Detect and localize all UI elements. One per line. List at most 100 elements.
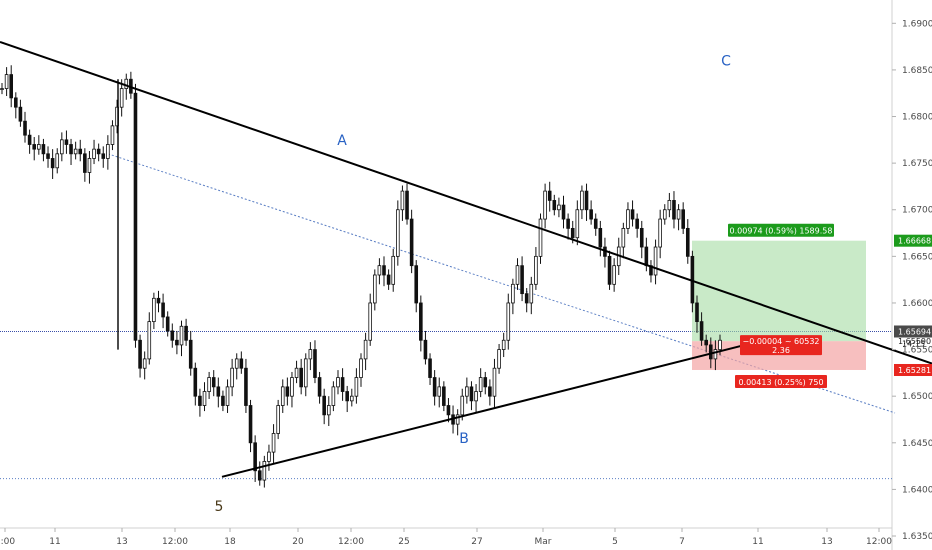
price-tick-label: 1.64500 — [902, 439, 932, 449]
candle-body — [9, 74, 14, 99]
candle-body — [589, 209, 593, 220]
candle-body — [612, 265, 616, 285]
candle-body — [106, 144, 110, 159]
candle-body — [593, 218, 598, 229]
candle-body — [313, 349, 317, 378]
time-tick-label: 20 — [292, 537, 304, 547]
candle-body — [428, 358, 432, 378]
stop-price-tag-box — [894, 363, 932, 376]
candle-body — [515, 265, 520, 285]
trendlines[interactable] — [0, 41, 932, 478]
price-tick-label: 1.65500 — [902, 346, 932, 356]
candle-body — [708, 344, 713, 360]
candle-body — [382, 265, 386, 276]
candle-body — [538, 218, 543, 257]
time-tick-label: 12:00 — [338, 537, 364, 547]
candle-body — [511, 283, 515, 304]
candle-body — [543, 190, 547, 220]
candle-body — [419, 302, 423, 341]
candle-body — [234, 358, 239, 369]
candle-body — [14, 97, 18, 108]
candle-body — [405, 190, 409, 220]
candle-body — [156, 297, 161, 304]
time-tick-label: Mar — [535, 537, 552, 547]
lower-trendline[interactable] — [221, 343, 746, 478]
candle-body — [718, 339, 722, 350]
candle-body — [303, 358, 308, 388]
candle-body — [575, 209, 580, 239]
candle-body — [667, 200, 672, 211]
stop-label: 0.00413 (0.25%) 750 — [738, 378, 823, 387]
candle-body — [110, 125, 115, 145]
time-axis[interactable]: 2:00 11 13 12:00 18 20 12:00 25 27 Mar 5 7 11 13 12:00 — [0, 528, 892, 547]
candle-body — [322, 395, 326, 416]
candle-body — [497, 349, 501, 369]
price-tick-label: 1.66000 — [902, 299, 932, 309]
candle-body — [221, 395, 225, 406]
candle-body — [492, 367, 497, 397]
candle-body — [598, 227, 603, 248]
candle-body — [345, 391, 349, 402]
candle-body — [635, 218, 639, 229]
price-tick-label: 1.65000 — [902, 392, 932, 402]
candle-body — [225, 386, 230, 406]
candle-body — [373, 274, 377, 304]
candle-body — [685, 227, 690, 257]
candle-body — [211, 377, 216, 388]
candle-body — [170, 330, 175, 341]
candle-body — [607, 255, 612, 285]
candle-body — [92, 148, 96, 159]
candle-body — [501, 339, 506, 350]
price-tick-label: 1.63500 — [902, 532, 932, 542]
upper-trendline[interactable] — [0, 41, 932, 365]
candle-body — [662, 209, 667, 220]
price-tick-label: 1.67000 — [902, 206, 932, 216]
candle-body — [83, 153, 87, 173]
candle-body — [377, 265, 382, 276]
candle-body — [442, 386, 446, 406]
candle-body — [478, 377, 483, 392]
target-zone — [692, 240, 866, 342]
candle-body — [69, 144, 73, 155]
current-price-tag: 1.65694 — [898, 327, 931, 336]
time-tick-label: 2:00 — [0, 537, 15, 547]
wave-labels: A B C 5 — [215, 54, 732, 516]
candle-body — [423, 339, 428, 360]
candle-body — [253, 442, 257, 472]
candle-body — [37, 144, 41, 150]
time-tick-label: 7 — [679, 537, 685, 547]
target-label: 0.00974 (0.59%) 1589.58 — [730, 227, 833, 236]
candle-body — [644, 246, 649, 267]
candle-body — [18, 106, 23, 122]
price-tick-label: 1.66500 — [902, 252, 932, 262]
candle-body — [142, 358, 147, 369]
target-price-tag: 1.66668 — [898, 237, 931, 246]
candle-body — [396, 209, 400, 257]
candle-body — [32, 144, 37, 150]
candle-body — [188, 339, 193, 369]
candle-body — [658, 218, 662, 248]
candle-body — [124, 78, 129, 89]
candle-body — [276, 405, 280, 434]
candle-body — [41, 144, 46, 155]
candle-body — [672, 200, 676, 220]
candle-body — [432, 377, 437, 397]
time-tick-label: 11 — [49, 537, 60, 547]
candle-body — [23, 120, 27, 136]
candle-body — [101, 153, 106, 159]
candle-body — [488, 386, 492, 397]
candle-body — [561, 204, 566, 220]
candle-body — [87, 158, 92, 173]
candle-body — [147, 321, 152, 360]
candle-body — [331, 386, 336, 406]
candle-body — [4, 74, 9, 89]
candle-body — [119, 88, 124, 108]
candle-body — [262, 461, 267, 481]
candle-body — [446, 405, 451, 416]
candle-body — [469, 386, 474, 402]
candle-body — [570, 227, 575, 239]
time-tick-label: 27 — [471, 537, 482, 547]
price-axis[interactable]: 1.69000 1.68500 1.68000 1.67500 1.67000 1.665… — [892, 19, 932, 542]
candle-body — [474, 391, 478, 402]
